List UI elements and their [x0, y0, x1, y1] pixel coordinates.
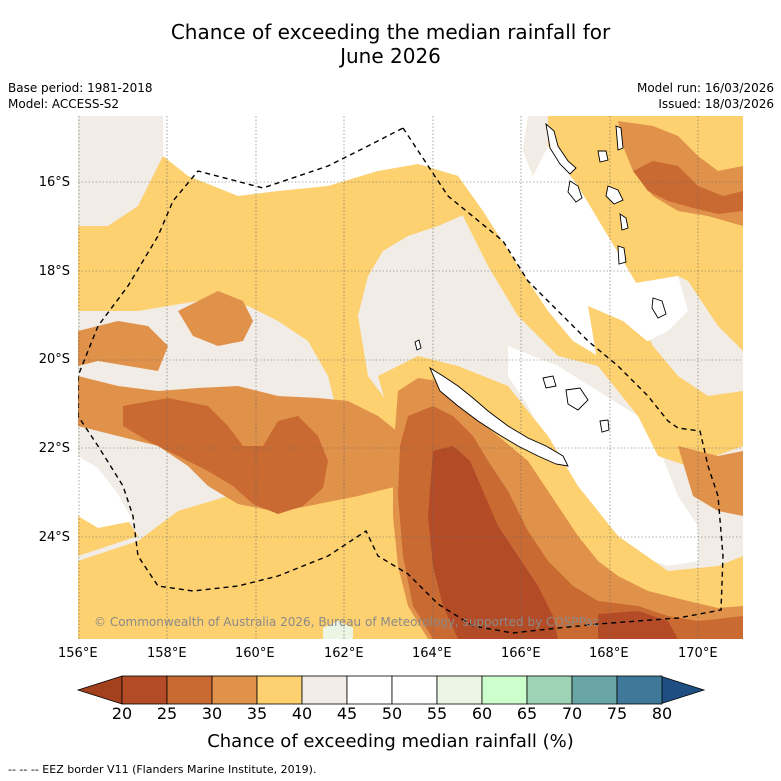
coastlines — [414, 122, 667, 467]
lat-label-22s: 22°S — [38, 441, 70, 456]
colorbar-tick-45: 45 — [336, 704, 358, 723]
graticule — [78, 116, 743, 639]
map-canvas: © Commonwealth of Australia 2026, Bureau… — [78, 116, 743, 639]
colorbar-tick-70: 70 — [561, 704, 583, 723]
colorbar-cell-70-75 — [571, 675, 618, 705]
lat-label-24s: 24°S — [38, 530, 70, 545]
band-20-25 — [428, 446, 678, 639]
colorbar-cell-50-55 — [391, 675, 438, 705]
colorbar-label: Chance of exceeding median rainfall (%) — [207, 731, 574, 752]
lon-label-166e: 166°E — [501, 646, 541, 661]
lat-label-20s: 20°S — [38, 352, 70, 367]
eez-legend: -- -- -- EEZ border V11 (Flanders Marine… — [8, 763, 317, 776]
issued-date: Issued: 18/03/2026 — [658, 97, 774, 111]
lon-label-160e: 160°E — [235, 646, 275, 661]
colorbar-over-arrow — [659, 675, 706, 705]
chart-title-line1: Chance of exceeding the median rainfall … — [170, 20, 611, 44]
colorbar-tick-65: 65 — [516, 704, 538, 723]
colorbar-tick-55: 55 — [426, 704, 448, 723]
eez-border — [78, 127, 724, 634]
lon-label-168e: 168°E — [589, 646, 629, 661]
band-55-60 — [323, 621, 353, 639]
copyright-text: © Commonwealth of Australia 2026, Bureau… — [94, 615, 599, 629]
model-run: Model run: 16/03/2026 — [636, 81, 774, 95]
colorbar-tick-25: 25 — [156, 704, 178, 723]
colorbar-cell-30-35 — [211, 675, 258, 705]
colorbar-tick-80: 80 — [651, 704, 673, 723]
chart-title-line2: June 2026 — [340, 44, 441, 68]
colorbar-cell-45-50 — [346, 675, 393, 705]
colorbar-tick-75: 75 — [606, 704, 628, 723]
colorbar-cell-40-45 — [301, 675, 348, 705]
colorbar-cell-65-70 — [526, 675, 573, 705]
colorbar-cell-60-65 — [481, 675, 528, 705]
lon-label-170e: 170°E — [678, 646, 718, 661]
colorbar-cell-35-40 — [256, 675, 303, 705]
colorbar-tick-30: 30 — [201, 704, 223, 723]
colorbar — [76, 674, 706, 706]
colorbar-tick-40: 40 — [291, 704, 313, 723]
colorbar-cell-20-25 — [121, 675, 168, 705]
colorbar-cell-75-80 — [616, 675, 663, 705]
colorbar-cell-25-30 — [166, 675, 213, 705]
base-period: Base period: 1981-2018 — [8, 81, 153, 95]
lon-label-162e: 162°E — [324, 646, 364, 661]
colorbar-tick-60: 60 — [471, 704, 493, 723]
colorbar-tick-50: 50 — [381, 704, 403, 723]
lat-label-18s: 18°S — [38, 264, 70, 279]
model-name: Model: ACCESS-S2 — [8, 97, 120, 111]
colorbar-tick-20: 20 — [111, 704, 133, 723]
colorbar-cell-55-60 — [436, 675, 483, 705]
colorbar-tick-35: 35 — [246, 704, 268, 723]
rainfall-map[interactable]: © Commonwealth of Australia 2026, Bureau… — [78, 116, 743, 639]
lat-label-16s: 16°S — [38, 175, 70, 190]
colorbar-under-arrow — [76, 675, 123, 705]
lon-label-158e: 158°E — [147, 646, 187, 661]
lon-label-164e: 164°E — [412, 646, 452, 661]
lon-label-156e: 156°E — [58, 646, 98, 661]
